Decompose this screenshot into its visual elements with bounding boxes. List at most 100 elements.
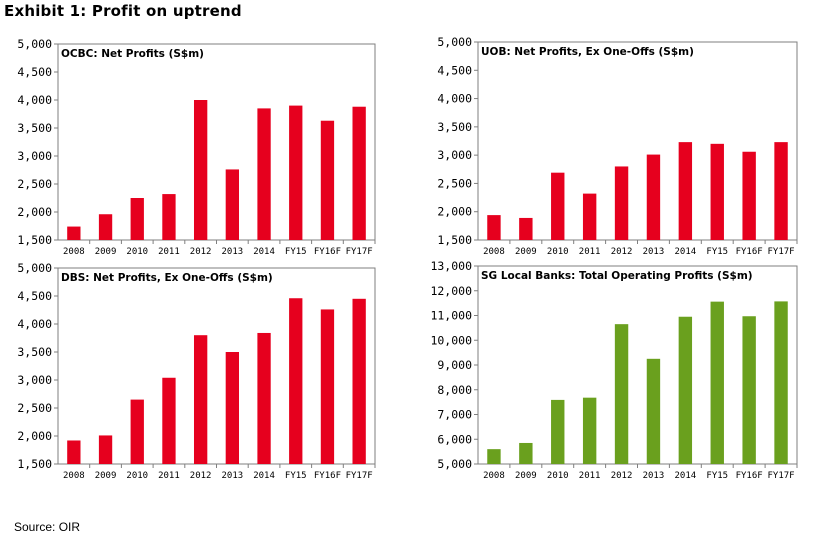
uob-x-category-label: 2012 bbox=[611, 247, 633, 257]
dbs-x-category-label: 2013 bbox=[222, 471, 244, 481]
ocbc-x-category-label: 2012 bbox=[190, 247, 212, 257]
dbs-x-category-label: 2012 bbox=[190, 471, 212, 481]
ocbc-x-category-label: FY17F bbox=[346, 247, 373, 257]
dbs-bar-2014 bbox=[257, 332, 271, 464]
sg-banks-y-tick-label: 11,000 bbox=[430, 309, 472, 323]
ocbc-bar-2008 bbox=[67, 226, 81, 240]
sg-banks-bar-2011 bbox=[582, 397, 597, 464]
ocbc-y-tick-label: 3,500 bbox=[17, 121, 52, 135]
uob-bar-2009 bbox=[519, 217, 533, 240]
dbs-y-tick-label: 5,000 bbox=[17, 261, 52, 275]
sg-banks-x-category-label: 2013 bbox=[643, 471, 665, 481]
ocbc-bar-2009 bbox=[98, 214, 113, 240]
sg-banks-bar-2008 bbox=[487, 449, 501, 464]
dbs-y-tick-label: 4,500 bbox=[17, 289, 52, 303]
sg-banks-x-category-label: FY16F bbox=[736, 471, 763, 481]
sg-banks-bar-2009 bbox=[519, 442, 533, 464]
uob-bar-2011 bbox=[582, 193, 597, 240]
dbs-y-tick-label: 1,500 bbox=[17, 457, 52, 471]
ocbc-y-tick-label: 1,500 bbox=[17, 233, 52, 247]
source-note: Source: OIR bbox=[14, 520, 81, 534]
dbs-bar-fy15 bbox=[289, 298, 303, 464]
dbs-x-category-label: 2011 bbox=[158, 471, 180, 481]
ocbc-bar-fy17f bbox=[352, 106, 366, 240]
dbs-y-tick-label: 2,500 bbox=[17, 401, 52, 415]
sg-banks-y-tick-label: 7,000 bbox=[437, 408, 472, 422]
uob-y-tick-label: 2,000 bbox=[437, 205, 472, 219]
sg-banks-x-category-label: 2009 bbox=[515, 471, 537, 481]
uob-y-tick-label: 3,000 bbox=[437, 148, 472, 162]
uob-x-category-label: 2009 bbox=[515, 247, 537, 257]
uob-bar-2014 bbox=[678, 142, 693, 240]
ocbc-x-category-label: 2013 bbox=[222, 247, 244, 257]
dbs-x-category-label: FY15 bbox=[285, 471, 307, 481]
ocbc-x-category-label: 2014 bbox=[253, 247, 275, 257]
dbs-bar-2010 bbox=[130, 399, 144, 464]
sg-banks-y-tick-label: 8,000 bbox=[437, 383, 472, 397]
dbs-x-category-label: 2009 bbox=[95, 471, 117, 481]
uob-y-tick-label: 2,500 bbox=[437, 176, 472, 190]
sg-banks-y-tick-label: 13,000 bbox=[430, 259, 472, 273]
dbs-bar-fy17f bbox=[352, 298, 366, 464]
sg-banks-bar-2010 bbox=[551, 399, 565, 464]
dbs-y-tick-label: 2,000 bbox=[17, 429, 52, 443]
sg-banks-x-category-label: 2014 bbox=[675, 471, 697, 481]
ocbc-bar-fy15 bbox=[289, 105, 303, 240]
sg-banks-x-category-label: 2011 bbox=[579, 471, 601, 481]
uob-x-category-label: FY16F bbox=[736, 247, 763, 257]
uob-bar-fy16f bbox=[742, 151, 756, 240]
uob-x-category-label: FY15 bbox=[706, 247, 728, 257]
sg-banks-x-category-label: 2008 bbox=[483, 471, 505, 481]
uob-x-category-label: FY17F bbox=[768, 247, 795, 257]
sg-banks-bar-fy16f bbox=[742, 316, 756, 464]
dbs-bar-2009 bbox=[98, 435, 113, 464]
dbs-x-category-label: 2010 bbox=[126, 471, 148, 481]
dbs-bar-2011 bbox=[162, 377, 176, 464]
ocbc-x-category-label: 2011 bbox=[158, 247, 180, 257]
uob-y-tick-label: 4,000 bbox=[437, 92, 472, 106]
ocbc-x-category-label: FY16F bbox=[314, 247, 341, 257]
ocbc-y-tick-label: 2,000 bbox=[17, 205, 52, 219]
ocbc-bar-2014 bbox=[257, 108, 271, 241]
dbs-x-category-label: 2008 bbox=[63, 471, 85, 481]
dbs-y-tick-label: 3,500 bbox=[17, 345, 52, 359]
uob-bar-2008 bbox=[487, 215, 501, 240]
uob-chart-title: UOB: Net Profits, Ex One-Offs (S$m) bbox=[481, 46, 694, 58]
dbs-y-tick-label: 4,000 bbox=[17, 317, 52, 331]
ocbc-x-category-label: 2008 bbox=[63, 247, 85, 257]
sg-banks-y-tick-label: 9,000 bbox=[437, 358, 472, 372]
uob-bar-fy17f bbox=[774, 142, 788, 240]
sg-banks-bar-fy17f bbox=[774, 301, 788, 464]
uob-y-tick-label: 4,500 bbox=[437, 63, 472, 77]
sg-banks-bar-2014 bbox=[678, 316, 693, 464]
ocbc-bar-2012 bbox=[193, 100, 208, 240]
sg-banks-x-category-label: 2012 bbox=[611, 471, 633, 481]
ocbc-y-tick-label: 3,000 bbox=[17, 149, 52, 163]
dbs-x-category-label: FY16F bbox=[314, 471, 341, 481]
dbs-bar-2013 bbox=[225, 352, 240, 464]
sg-banks-y-tick-label: 12,000 bbox=[430, 284, 472, 298]
uob-y-tick-label: 5,000 bbox=[437, 35, 472, 49]
dbs-y-tick-label: 3,000 bbox=[17, 373, 52, 387]
uob-x-category-label: 2008 bbox=[483, 247, 505, 257]
ocbc-y-tick-label: 4,500 bbox=[17, 65, 52, 79]
uob-x-category-label: 2013 bbox=[643, 247, 665, 257]
ocbc-x-category-label: 2009 bbox=[95, 247, 117, 257]
dbs-x-category-label: FY17F bbox=[346, 471, 373, 481]
ocbc-y-tick-label: 5,000 bbox=[17, 37, 52, 51]
sg-banks-x-category-label: 2010 bbox=[547, 471, 569, 481]
uob-x-category-label: 2014 bbox=[675, 247, 697, 257]
sg-banks-chart-title: SG Local Banks: Total Operating Profits … bbox=[481, 270, 753, 282]
sg-banks-y-tick-label: 10,000 bbox=[430, 333, 472, 347]
ocbc-x-category-label: 2010 bbox=[126, 247, 148, 257]
ocbc-bar-2010 bbox=[130, 198, 144, 240]
sg-banks-x-category-label: FY15 bbox=[706, 471, 728, 481]
ocbc-y-tick-label: 4,000 bbox=[17, 93, 52, 107]
uob-y-tick-label: 3,500 bbox=[437, 120, 472, 134]
sg-banks-bar-2012 bbox=[614, 324, 629, 464]
sg-banks-x-category-label: FY17F bbox=[768, 471, 795, 481]
sg-banks-y-tick-label: 5,000 bbox=[437, 457, 472, 471]
sg-banks-y-tick-label: 6,000 bbox=[437, 432, 472, 446]
